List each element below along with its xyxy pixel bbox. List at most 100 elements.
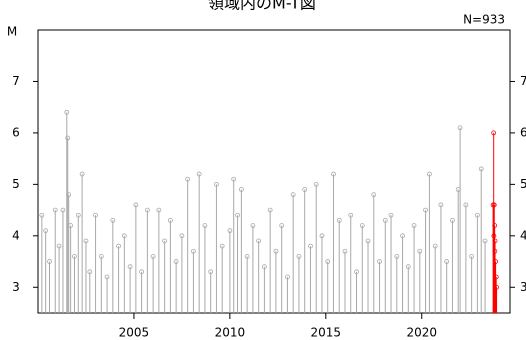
point xyxy=(313,181,319,187)
point xyxy=(238,187,244,192)
point xyxy=(405,264,411,270)
point xyxy=(162,238,168,244)
chart-title: 領域内のM-T図 xyxy=(208,0,316,13)
point xyxy=(491,130,497,136)
point xyxy=(302,187,308,192)
point xyxy=(336,217,342,223)
point xyxy=(214,181,219,187)
point xyxy=(250,223,256,228)
point xyxy=(267,207,273,213)
point xyxy=(463,202,469,208)
point xyxy=(173,259,179,264)
point xyxy=(427,171,432,177)
y2-tick-label: 4 xyxy=(520,228,526,242)
y-tick-label: 7 xyxy=(12,74,20,88)
point xyxy=(79,171,85,177)
point xyxy=(348,212,354,218)
y2-tick-label: 6 xyxy=(520,125,526,139)
point xyxy=(43,228,49,234)
point xyxy=(227,228,233,234)
point xyxy=(411,223,417,228)
point xyxy=(202,223,208,228)
point xyxy=(342,248,348,254)
point xyxy=(371,192,377,198)
point xyxy=(72,253,77,259)
point xyxy=(98,253,104,259)
point xyxy=(478,166,484,172)
point xyxy=(493,259,499,264)
point xyxy=(279,223,285,228)
y2-tick-label: 7 xyxy=(520,74,526,88)
point xyxy=(273,248,279,254)
annotation: N=933 xyxy=(463,13,505,27)
point xyxy=(83,238,89,244)
point xyxy=(482,238,488,244)
point xyxy=(319,233,325,239)
x-tick-label: 2010 xyxy=(215,326,246,340)
point xyxy=(167,217,173,223)
point xyxy=(52,207,58,213)
point xyxy=(262,264,267,270)
point xyxy=(354,269,359,275)
point xyxy=(219,243,225,249)
point xyxy=(133,202,139,208)
y2-tick-label: 5 xyxy=(520,177,526,191)
point xyxy=(417,248,423,254)
point xyxy=(285,274,290,280)
point xyxy=(64,109,70,115)
point xyxy=(382,217,388,223)
y-axis-label: M xyxy=(7,25,17,39)
point xyxy=(68,223,74,228)
point xyxy=(144,207,150,213)
point xyxy=(325,259,331,264)
point xyxy=(290,192,296,198)
point xyxy=(116,243,121,249)
point xyxy=(492,238,498,244)
x-tick-label: 2015 xyxy=(311,326,342,340)
point xyxy=(235,212,240,218)
point xyxy=(457,125,463,131)
point xyxy=(450,217,455,223)
point xyxy=(491,202,497,208)
y2-tick-label: 3 xyxy=(520,280,526,294)
point xyxy=(127,264,133,270)
point xyxy=(469,253,475,259)
point xyxy=(359,223,365,228)
y-tick-label: 3 xyxy=(12,280,20,294)
y-tick-label: 4 xyxy=(12,228,20,242)
point xyxy=(231,176,237,182)
x-tick-label: 2005 xyxy=(119,326,150,340)
point xyxy=(39,212,45,218)
point xyxy=(365,238,371,244)
x-tick-label: 2020 xyxy=(406,326,437,340)
point xyxy=(196,171,202,177)
point xyxy=(65,135,71,141)
point xyxy=(110,217,116,223)
point xyxy=(185,176,191,182)
point xyxy=(156,207,162,213)
point xyxy=(438,202,444,208)
point xyxy=(423,207,428,213)
point xyxy=(494,284,499,290)
point xyxy=(47,259,52,264)
point xyxy=(377,259,382,264)
point xyxy=(208,269,214,275)
plot-frame xyxy=(37,29,511,314)
point xyxy=(75,212,81,218)
point xyxy=(56,243,62,249)
point xyxy=(492,223,498,228)
point xyxy=(66,192,72,198)
point xyxy=(331,171,336,177)
point xyxy=(150,253,156,259)
point xyxy=(474,212,480,218)
point xyxy=(400,233,405,239)
point xyxy=(308,243,313,249)
y-tick-label: 6 xyxy=(12,125,20,139)
y-tick-label: 5 xyxy=(12,177,20,191)
point xyxy=(493,274,499,280)
point xyxy=(179,233,185,239)
point xyxy=(93,212,98,218)
point xyxy=(104,274,110,280)
point xyxy=(388,212,394,218)
point xyxy=(394,253,400,259)
